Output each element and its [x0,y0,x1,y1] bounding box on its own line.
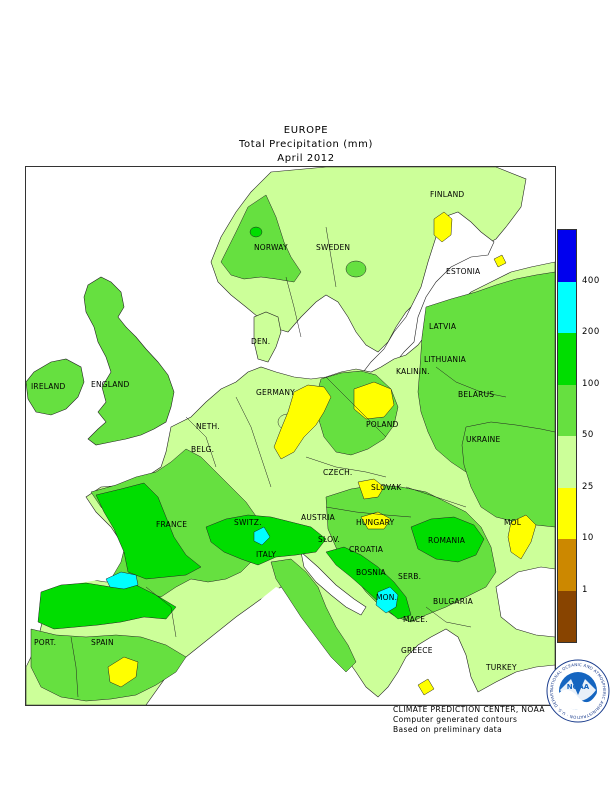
legend-swatch-200-400 [558,282,576,333]
noaa-logo-icon: NATIONAL OCEANIC AND ATMOSPHERIC ADMINIS… [546,659,610,723]
zone-25-50-latvia [493,254,507,268]
country-label-portugal: PORT. [34,638,56,647]
zone-25-50-spain [107,656,139,688]
zone-25-50-turkey [417,678,435,696]
country-label-bosnia: BOSNIA [356,568,386,577]
country-label-lithuania: LITHUANIA [424,355,467,364]
zone-200-400-romania [410,516,485,563]
country-label-italy: ITALY [256,550,276,559]
legend-swatch-10-25 [558,488,576,539]
legend-swatch-lt1 [558,591,576,642]
zone-25-50-finland [433,211,453,243]
country-label-czech: CZECH. [323,468,352,477]
map-region-title: EUROPE [283,125,329,136]
country-label-sweden: SWEDEN [316,243,350,252]
zone-100-200-iberia [30,628,187,702]
country-label-moldova: MOL [504,518,522,527]
legend-tick-400: 400 [582,276,600,286]
zone-25-50-hungary [360,511,392,530]
country-label-ukraine: UKRAINE [466,435,500,444]
legend-swatch-100-200 [558,333,576,385]
country-label-finland: FINLAND [430,190,464,199]
legend-swatch-25-50 [558,436,576,488]
zone-25-50-germany [273,384,332,460]
noaa-logo-text: NOAA [567,683,590,691]
country-label-romania: ROMANIA [428,536,466,545]
country-label-england: ENGLAND [91,380,129,389]
legend-swatch-50-100 [558,385,576,436]
country-borders [70,226,507,698]
zone-25-50-poland [353,381,395,420]
credits-line-data: Based on preliminary data [393,725,503,734]
legend-tick-10: 10 [582,533,594,543]
credits-block: CLIMATE PREDICTION CENTER, NOAA Computer… [393,705,545,735]
country-label-latvia: LATVIA [429,322,457,331]
country-label-hungary: HUNGARY [356,518,395,527]
country-label-poland: POLAND [366,420,399,429]
legend-swatch-gt400 [558,230,576,282]
country-label-slovakia: SLOVAK [371,483,402,492]
land-great-britain [83,276,175,446]
country-label-slovenia: SLOV. [318,535,340,544]
country-label-serbia: SERB. [398,572,421,581]
country-label-greece: GREECE [401,646,433,655]
country-label-montenegro: MON. [376,593,397,602]
credits-line-source: CLIMATE PREDICTION CENTER, NOAA [393,705,545,714]
precipitation-legend [557,229,577,643]
country-label-kaliningrad: KALININ. [396,367,430,376]
country-label-belarus: BELARUS [458,390,494,399]
country-label-netherlands: NETH. [196,422,220,431]
zone-200-400-spain-north [37,582,177,630]
country-label-group: NORWAY SWEDEN FINLAND ESTONIA LATVIA LIT… [31,190,522,672]
legend-tick-100: 100 [582,379,600,389]
country-label-belgium: BELG. [191,445,214,454]
map-canvas: NORWAY SWEDEN FINLAND ESTONIA LATVIA LIT… [26,167,555,705]
zone-25-50-moldova [507,514,537,560]
map-period-title: April 2012 [277,153,335,164]
land-ireland [26,358,85,416]
country-label-croatia: CROATIA [349,545,384,554]
zone-200-400-alps-high [253,526,271,546]
legend-tick-25: 25 [582,482,594,492]
legend-tick-50: 50 [582,430,594,440]
zone-100-200-norway [220,194,302,283]
legend-tick-1: 1 [582,585,588,595]
map-variable-title: Total Precipitation (mm) [239,139,373,150]
legend-swatch-1-10 [558,539,576,591]
precipitation-map: NORWAY SWEDEN FINLAND ESTONIA LATVIA LIT… [25,166,556,706]
country-label-france: FRANCE [156,520,187,529]
country-label-estonia: ESTONIA [446,267,481,276]
zone-100-200-italy [270,558,357,673]
legend-tick-200: 200 [582,327,600,337]
country-label-turkey: TURKEY [485,663,517,672]
zone-25-50-slovakia [357,478,385,500]
land-scandinavia [210,167,527,353]
country-label-denmark: DEN. [251,337,270,346]
country-label-macedonia: MACE. [403,615,428,624]
country-label-norway: NORWAY [254,243,288,252]
zone-200-400-biscay [105,571,139,590]
country-label-germany: GERMANY [256,388,295,397]
zone-200-400-france [95,482,202,580]
country-label-austria: AUSTRIA [301,513,336,522]
country-label-bulgaria: BULGARIA [433,597,474,606]
country-label-spain: SPAIN [91,638,114,647]
credits-line-method: Computer generated contours [393,715,518,724]
zone-200-400-montenegro [375,586,399,614]
country-label-ireland: IRELAND [31,382,65,391]
country-label-switzerland: SWITZ. [234,518,262,527]
